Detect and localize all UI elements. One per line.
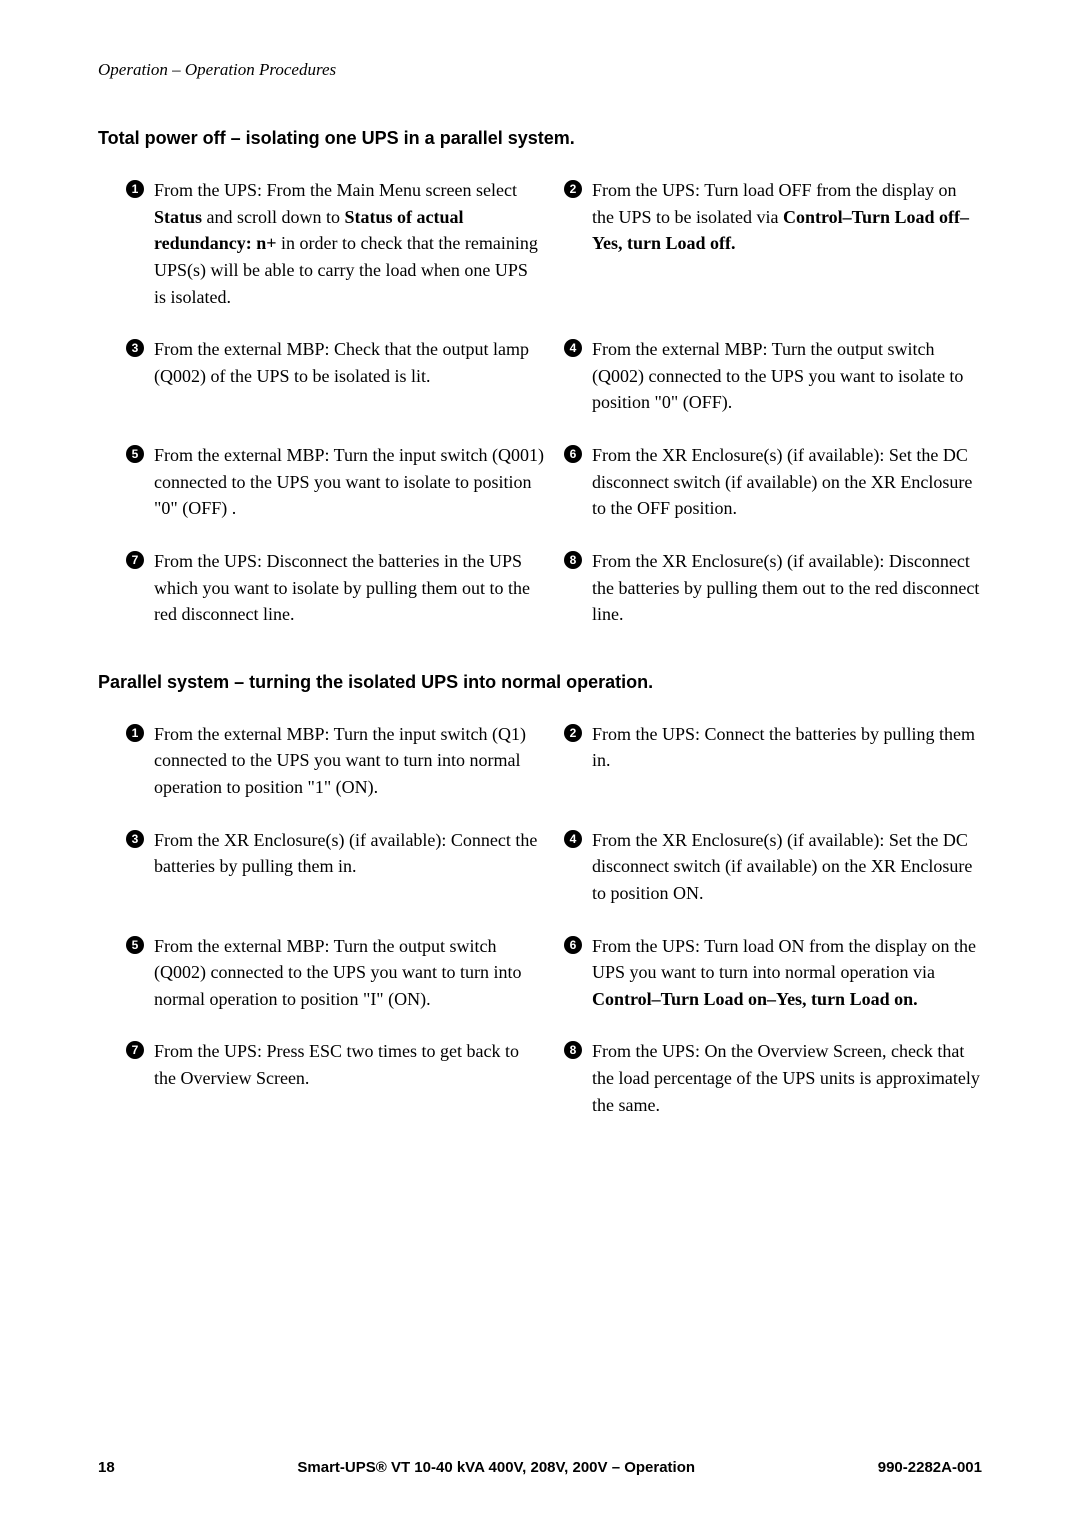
step: 4 From the XR Enclosure(s) (if available)… xyxy=(564,827,982,907)
step-text: From the external MBP: Turn the input sw… xyxy=(154,442,544,522)
step-number-badge: 4 xyxy=(564,830,582,848)
step-text: From the external MBP: Check that the ou… xyxy=(154,336,544,389)
step-text: From the XR Enclosure(s) (if available):… xyxy=(592,442,982,522)
page-number: 18 xyxy=(98,1459,115,1476)
step: 5 From the external MBP: Turn the output … xyxy=(126,933,544,1013)
step-number-badge: 4 xyxy=(564,339,582,357)
step-number-badge: 1 xyxy=(126,180,144,198)
step-text: From the external MBP: Turn the output s… xyxy=(592,336,982,416)
footer-title: Smart-UPS® VT 10-40 kVA 400V, 208V, 200V… xyxy=(115,1459,878,1476)
step: 7 From the UPS: Disconnect the batteries … xyxy=(126,548,544,628)
step-text: From the UPS: On the Overview Screen, ch… xyxy=(592,1038,982,1118)
step-number-badge: 5 xyxy=(126,936,144,954)
step: 5 From the external MBP: Turn the input s… xyxy=(126,442,544,522)
step-number-badge: 5 xyxy=(126,445,144,463)
step-text: From the UPS: Turn load ON from the disp… xyxy=(592,933,982,1013)
step-text: From the XR Enclosure(s) (if available):… xyxy=(592,548,982,628)
step: 2 From the UPS: Turn load OFF from the di… xyxy=(564,177,982,310)
step-text: From the UPS: From the Main Menu screen … xyxy=(154,177,544,310)
step-number-badge: 3 xyxy=(126,339,144,357)
step: 6 From the XR Enclosure(s) (if available)… xyxy=(564,442,982,522)
step: 8 From the XR Enclosure(s) (if available)… xyxy=(564,548,982,628)
step-number-badge: 6 xyxy=(564,445,582,463)
step-text: From the XR Enclosure(s) (if available):… xyxy=(592,827,982,907)
running-header: Operation – Operation Procedures xyxy=(98,60,982,80)
page-footer: 18 Smart-UPS® VT 10-40 kVA 400V, 208V, 2… xyxy=(0,1459,1080,1476)
step-number-badge: 8 xyxy=(564,1041,582,1059)
step: 1 From the UPS: From the Main Menu screen… xyxy=(126,177,544,310)
step-text: From the UPS: Turn load OFF from the dis… xyxy=(592,177,982,257)
step-text: From the XR Enclosure(s) (if available):… xyxy=(154,827,544,880)
footer-docnum: 990-2282A-001 xyxy=(878,1459,982,1476)
step-number-badge: 1 xyxy=(126,724,144,742)
step: 3 From the external MBP: Check that the o… xyxy=(126,336,544,416)
step: 7 From the UPS: Press ESC two times to ge… xyxy=(126,1038,544,1118)
step: 6 From the UPS: Turn load ON from the dis… xyxy=(564,933,982,1013)
step-number-badge: 7 xyxy=(126,1041,144,1059)
step-text: From the UPS: Press ESC two times to get… xyxy=(154,1038,544,1091)
section-a-steps: 1 From the UPS: From the Main Menu screen… xyxy=(126,177,982,628)
step-number-badge: 3 xyxy=(126,830,144,848)
step-text: From the UPS: Disconnect the batteries i… xyxy=(154,548,544,628)
step-number-badge: 6 xyxy=(564,936,582,954)
step-text: From the external MBP: Turn the input sw… xyxy=(154,721,544,801)
step-number-badge: 2 xyxy=(564,180,582,198)
section-b-heading: Parallel system – turning the isolated U… xyxy=(98,672,982,693)
step-number-badge: 8 xyxy=(564,551,582,569)
step: 2 From the UPS: Connect the batteries by … xyxy=(564,721,982,801)
step-number-badge: 2 xyxy=(564,724,582,742)
section-b-steps: 1 From the external MBP: Turn the input s… xyxy=(126,721,982,1119)
step-text: From the UPS: Connect the batteries by p… xyxy=(592,721,982,774)
step: 1 From the external MBP: Turn the input s… xyxy=(126,721,544,801)
step: 3 From the XR Enclosure(s) (if available)… xyxy=(126,827,544,907)
step: 4 From the external MBP: Turn the output … xyxy=(564,336,982,416)
section-a-heading: Total power off – isolating one UPS in a… xyxy=(98,128,982,149)
step-text: From the external MBP: Turn the output s… xyxy=(154,933,544,1013)
step-number-badge: 7 xyxy=(126,551,144,569)
step: 8 From the UPS: On the Overview Screen, c… xyxy=(564,1038,982,1118)
